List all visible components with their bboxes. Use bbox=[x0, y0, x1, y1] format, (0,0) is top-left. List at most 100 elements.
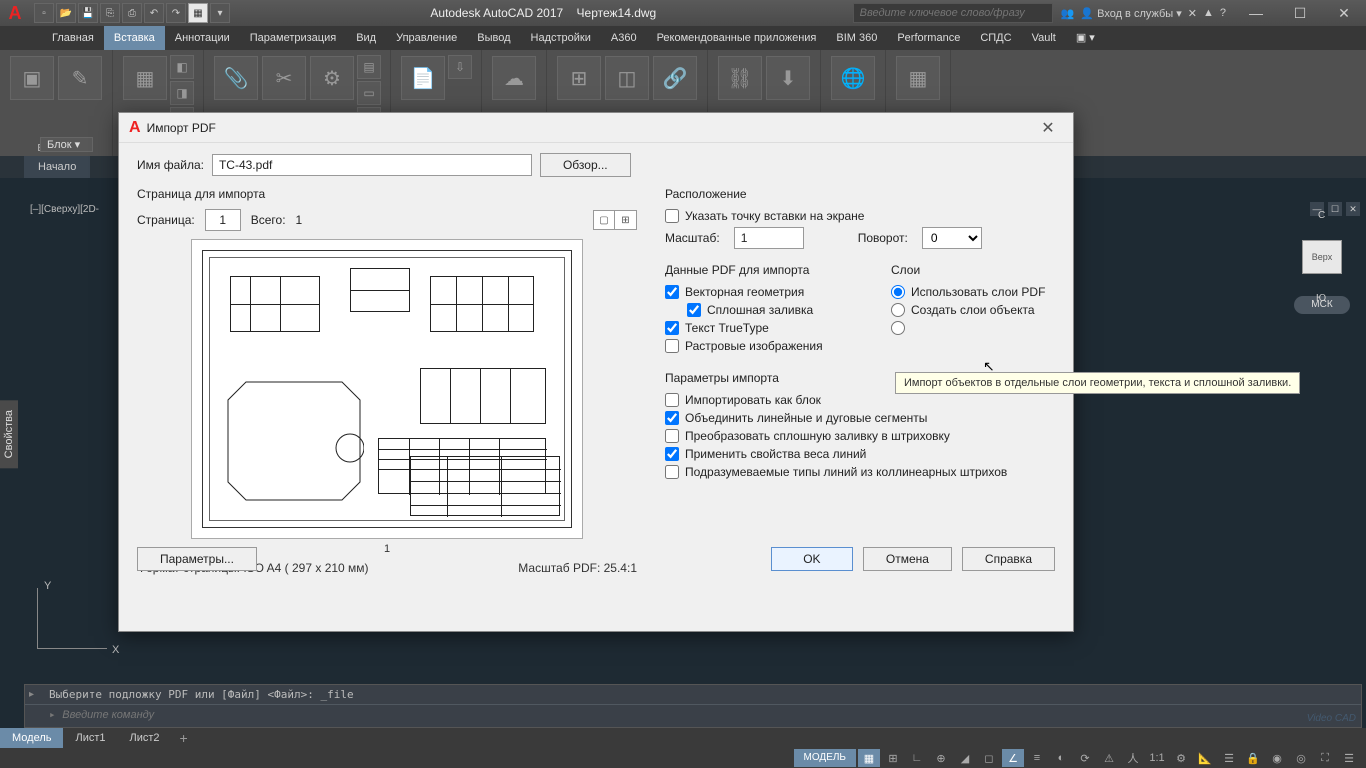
viewcube[interactable]: С Верх Ю bbox=[1288, 222, 1356, 290]
minimize-button[interactable]: — bbox=[1234, 0, 1278, 26]
truetype-checkbox[interactable] bbox=[665, 321, 679, 335]
edit-attrib-icon[interactable]: ✎ bbox=[58, 56, 102, 100]
tab-parametric[interactable]: Параметризация bbox=[240, 26, 346, 50]
tab-addins[interactable]: Надстройки bbox=[521, 26, 601, 50]
properties-palette-tab[interactable]: Свойства bbox=[0, 400, 18, 468]
transparency-icon[interactable]: ◐ bbox=[1050, 749, 1072, 767]
vp-close-icon[interactable]: ✕ bbox=[1346, 202, 1360, 216]
help-button[interactable]: Справка bbox=[962, 547, 1055, 571]
datalink-icon[interactable]: ⛓ bbox=[718, 56, 762, 100]
start-tab[interactable]: Начало bbox=[24, 156, 90, 178]
add-layout-button[interactable]: + bbox=[172, 730, 196, 746]
hyperlink-icon[interactable]: 🔗 bbox=[653, 56, 697, 100]
vector-checkbox[interactable] bbox=[665, 285, 679, 299]
view-grid-icon[interactable]: ⊞ bbox=[615, 210, 637, 230]
workspace-icon[interactable]: ⚙ bbox=[1170, 749, 1192, 767]
frames-icon[interactable]: ▭ bbox=[357, 81, 381, 105]
underlay-layers-icon[interactable]: ▤ bbox=[357, 55, 381, 79]
maximize-button[interactable]: ☐ bbox=[1278, 0, 1322, 26]
import-icon[interactable]: ⇩ bbox=[448, 55, 472, 79]
isolate-icon[interactable]: ◉ bbox=[1266, 749, 1288, 767]
qat-plot-icon[interactable]: ⎙ bbox=[122, 3, 142, 23]
tab-view[interactable]: Вид bbox=[346, 26, 386, 50]
clip-icon[interactable]: ✂ bbox=[262, 56, 306, 100]
page-input[interactable] bbox=[205, 209, 241, 231]
extract-icon[interactable]: ⬇ bbox=[766, 56, 810, 100]
tab-insert[interactable]: Вставка bbox=[104, 26, 165, 50]
define-attrib-icon[interactable]: ◧ bbox=[170, 55, 194, 79]
units-icon[interactable]: 📐 bbox=[1194, 749, 1216, 767]
viewcube-top-face[interactable]: Верх bbox=[1302, 240, 1342, 274]
import-block-checkbox[interactable] bbox=[665, 393, 679, 407]
parameters-button[interactable]: Параметры... bbox=[137, 547, 257, 571]
qat-btn[interactable]: ▦ bbox=[188, 3, 208, 23]
annomonitor-icon[interactable]: ⚠ bbox=[1098, 749, 1120, 767]
model-tab[interactable]: Модель bbox=[0, 728, 63, 748]
ortho-icon[interactable]: ∟ bbox=[906, 749, 928, 767]
status-model-button[interactable]: МОДЕЛЬ bbox=[794, 749, 856, 767]
tab-a360[interactable]: A360 bbox=[601, 26, 647, 50]
polar-icon[interactable]: ⊕ bbox=[930, 749, 952, 767]
infocenter-icon[interactable]: 👥 bbox=[1061, 7, 1075, 20]
cancel-button[interactable]: Отмена bbox=[863, 547, 952, 571]
raster-checkbox[interactable] bbox=[665, 339, 679, 353]
qat-saveas-icon[interactable]: ⎘ bbox=[100, 3, 120, 23]
tab-output[interactable]: Вывод bbox=[467, 26, 520, 50]
tab-featured[interactable]: Рекомендованные приложения bbox=[647, 26, 827, 50]
insert-block-icon[interactable]: ▣ bbox=[10, 56, 54, 100]
vp-restore-icon[interactable]: ☐ bbox=[1328, 202, 1342, 216]
block-dropdown[interactable]: Блок ▾ bbox=[40, 137, 93, 152]
grid-icon[interactable]: ▦ bbox=[858, 749, 880, 767]
layout1-tab[interactable]: Лист1 bbox=[63, 728, 117, 748]
lockui-icon[interactable]: 🔒 bbox=[1242, 749, 1264, 767]
qat-save-icon[interactable]: 💾 bbox=[78, 3, 98, 23]
tab-bim360[interactable]: BIM 360 bbox=[826, 26, 887, 50]
exchange-icon[interactable]: ✕ bbox=[1188, 7, 1197, 20]
scale-input[interactable] bbox=[734, 227, 804, 249]
filename-input[interactable] bbox=[212, 154, 532, 176]
autodesk-icon[interactable]: ▲ bbox=[1203, 7, 1214, 19]
tab-extra-icon[interactable]: ▣ ▾ bbox=[1066, 26, 1105, 50]
otrack-icon[interactable]: ∠ bbox=[1002, 749, 1024, 767]
tab-manage[interactable]: Управление bbox=[386, 26, 467, 50]
cycling-icon[interactable]: ⟳ bbox=[1074, 749, 1096, 767]
annotation-icon[interactable]: 人 bbox=[1122, 749, 1144, 767]
qat-dropdown-icon[interactable]: ▾ bbox=[210, 3, 230, 23]
rotation-combo[interactable]: 0 bbox=[922, 227, 982, 249]
lineweight-checkbox[interactable] bbox=[665, 447, 679, 461]
create-block-icon[interactable]: ▦ bbox=[123, 56, 167, 100]
pdf-preview[interactable] bbox=[191, 239, 583, 539]
lineweight-icon[interactable]: ≡ bbox=[1026, 749, 1048, 767]
osnap-icon[interactable]: ◻ bbox=[978, 749, 1000, 767]
dialog-close-button[interactable]: ✕ bbox=[1033, 113, 1063, 143]
linetype-checkbox[interactable] bbox=[665, 465, 679, 479]
hwacc-icon[interactable]: ◎ bbox=[1290, 749, 1312, 767]
convert-hatch-checkbox[interactable] bbox=[665, 429, 679, 443]
tab-home[interactable]: Главная bbox=[42, 26, 104, 50]
command-input[interactable]: ▸ Введите команду bbox=[25, 704, 1361, 724]
cleanscreen-icon[interactable]: ⛶ bbox=[1314, 749, 1336, 767]
qat-undo-icon[interactable]: ↶ bbox=[144, 3, 164, 23]
qat-redo-icon[interactable]: ↷ bbox=[166, 3, 186, 23]
tab-spds[interactable]: СПДС bbox=[970, 26, 1021, 50]
snap-mode-icon[interactable]: ⊞ bbox=[882, 749, 904, 767]
content-icon[interactable]: ▦ bbox=[896, 56, 940, 100]
isodraft-icon[interactable]: ◢ bbox=[954, 749, 976, 767]
layer-current-radio[interactable] bbox=[891, 321, 905, 335]
search-input[interactable] bbox=[853, 3, 1053, 23]
ok-button[interactable]: OK bbox=[771, 547, 853, 571]
layout2-tab[interactable]: Лист2 bbox=[118, 728, 172, 748]
quickprops-icon[interactable]: ☰ bbox=[1218, 749, 1240, 767]
manage-attrib-icon[interactable]: ◨ bbox=[170, 81, 194, 105]
close-button[interactable]: ✕ bbox=[1322, 0, 1366, 26]
pointcloud-icon[interactable]: ☁ bbox=[492, 56, 536, 100]
app-logo[interactable]: A bbox=[0, 0, 30, 26]
layer-obj-radio[interactable] bbox=[891, 303, 905, 317]
view-single-icon[interactable]: ▢ bbox=[593, 210, 615, 230]
tab-vault[interactable]: Vault bbox=[1022, 26, 1066, 50]
cmd-handle-icon[interactable]: ▸ bbox=[29, 689, 34, 700]
attach-icon[interactable]: 📎 bbox=[214, 56, 258, 100]
signin-button[interactable]: 👤 Вход в службы ▾ bbox=[1080, 7, 1181, 20]
adjust-icon[interactable]: ⚙ bbox=[310, 56, 354, 100]
annoscale-icon[interactable]: 1:1 bbox=[1146, 749, 1168, 767]
